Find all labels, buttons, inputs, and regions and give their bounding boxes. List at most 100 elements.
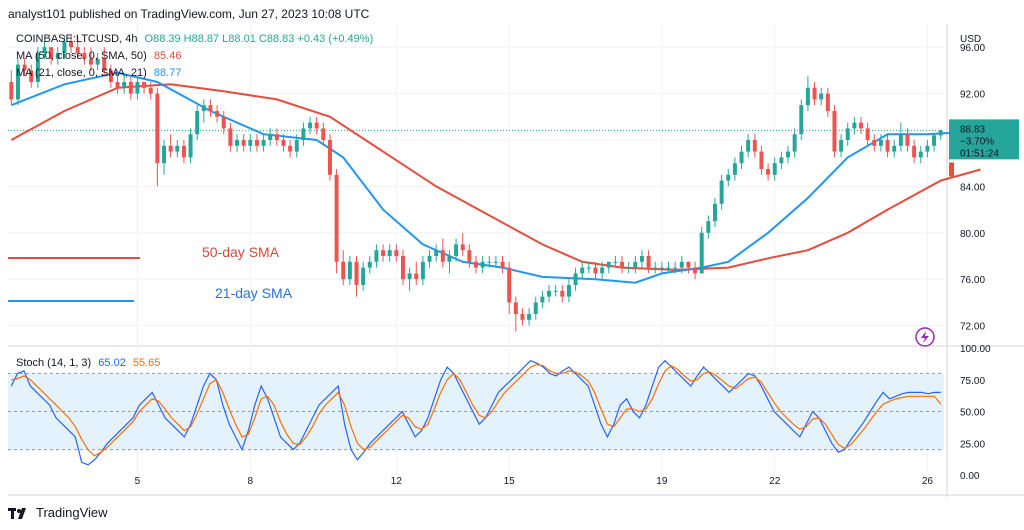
candle-body: [732, 163, 737, 175]
candle-body: [361, 267, 366, 285]
candle-body: [912, 145, 917, 158]
candle-body: [15, 64, 20, 100]
time-tick-label: 22: [769, 476, 781, 487]
candle-body: [600, 267, 605, 274]
candle-body: [500, 261, 505, 268]
price-tick-label: 84.00: [960, 182, 985, 193]
candle-body: [653, 267, 658, 269]
candle-body: [201, 105, 206, 111]
candle-body: [228, 128, 233, 146]
candle-body: [533, 302, 538, 314]
stoch-label[interactable]: Stoch (14, 1, 3): [16, 357, 92, 369]
candle-body: [885, 140, 890, 152]
candle-body: [493, 261, 498, 263]
candle-body: [347, 261, 352, 280]
candle-body: [387, 250, 392, 256]
tradingview-logo-icon: [8, 506, 30, 520]
symbol-label[interactable]: COINBASE:LTCUSD, 4h: [16, 33, 138, 45]
candle-body: [407, 273, 412, 280]
candle-body: [82, 53, 87, 59]
candle-body: [69, 41, 74, 48]
candle-body: [586, 267, 591, 269]
lightning-icon-ring: [915, 327, 935, 347]
candle-body: [327, 140, 332, 175]
candle-body: [235, 140, 240, 146]
stochastic-lines: [10, 359, 942, 466]
candle-body: [852, 122, 857, 129]
candle-body: [527, 314, 532, 320]
candle-body: [294, 140, 299, 152]
candle-body: [573, 273, 578, 285]
footer-brand[interactable]: TradingView: [8, 505, 108, 520]
axes: 96.0092.0088.0084.0080.0076.0072.00USD58…: [135, 34, 1019, 487]
candle-body: [128, 82, 133, 94]
stoch-tick-label: 25.00: [960, 439, 985, 450]
candle-body: [62, 41, 67, 53]
candle-body: [248, 140, 253, 146]
price-tick-label: 92.00: [960, 90, 985, 101]
candle-body: [95, 58, 100, 65]
candle-body: [447, 256, 452, 262]
ma50-line: [10, 83, 981, 271]
candle-body: [168, 145, 173, 152]
candle-body: [467, 250, 472, 262]
candle-body: [706, 221, 711, 233]
ma21-label[interactable]: MA (21, close, 0, SMA, 21): [16, 67, 147, 79]
candle-body: [932, 135, 937, 146]
candle-body: [746, 140, 751, 152]
candle-body: [162, 145, 166, 164]
candle-body: [805, 87, 810, 106]
candle-body: [474, 261, 478, 268]
time-tick-label: 5: [135, 476, 141, 487]
last-change-label: −3.70%: [960, 136, 994, 147]
lightning-icon[interactable]: [915, 327, 935, 347]
candle-body: [195, 111, 200, 135]
candle-body: [799, 105, 804, 135]
candle-body: [221, 116, 226, 129]
candle-body: [122, 82, 127, 88]
legend-ma21-row: MA (21, close, 0, SMA, 21) 88.77: [16, 67, 185, 79]
ma21-value: 88.77: [153, 67, 182, 79]
candle-body: [341, 261, 346, 280]
price-axis-currency: USD: [960, 34, 981, 45]
candle-body: [938, 130, 943, 136]
candle-body: [633, 261, 638, 268]
candle-body: [752, 140, 757, 152]
candle-body: [175, 145, 180, 152]
candle-body: [812, 87, 817, 100]
sma50-annotation: 50-day SMA: [202, 244, 280, 260]
time-tick-label: 19: [656, 476, 668, 487]
candle-body: [440, 250, 445, 262]
candle-body: [606, 261, 611, 268]
stoch-d-value: 55.65: [132, 357, 161, 369]
candle-body: [115, 82, 120, 88]
candle-body: [659, 267, 664, 269]
stoch-d-line: [11, 363, 942, 457]
candle-body: [42, 47, 47, 53]
candle-body: [759, 151, 764, 169]
price-tick-label: 80.00: [960, 229, 985, 240]
candle-body: [646, 256, 651, 268]
candle-body: [566, 285, 571, 297]
candle-body: [819, 93, 824, 100]
candle-body: [639, 256, 644, 262]
ma50-label[interactable]: MA (50, close, 0, SMA, 50): [16, 50, 147, 62]
candle-body: [261, 140, 266, 146]
candle-body: [208, 105, 213, 111]
candle-body: [626, 267, 631, 269]
candle-body: [547, 290, 552, 297]
candle-body: [334, 174, 339, 262]
candle-body: [268, 134, 273, 140]
candle-body: [215, 111, 220, 117]
ma21-line: [10, 71, 981, 284]
candle-body: [281, 140, 286, 146]
candle-body: [142, 82, 147, 88]
candle-body: [520, 314, 525, 320]
candle-body: [832, 111, 837, 152]
last-price-label: 88.83: [960, 124, 985, 135]
ma50-axis-tag: [949, 162, 954, 177]
candle-body: [414, 273, 419, 280]
candle-body: [321, 128, 326, 140]
candle-body: [9, 82, 14, 100]
